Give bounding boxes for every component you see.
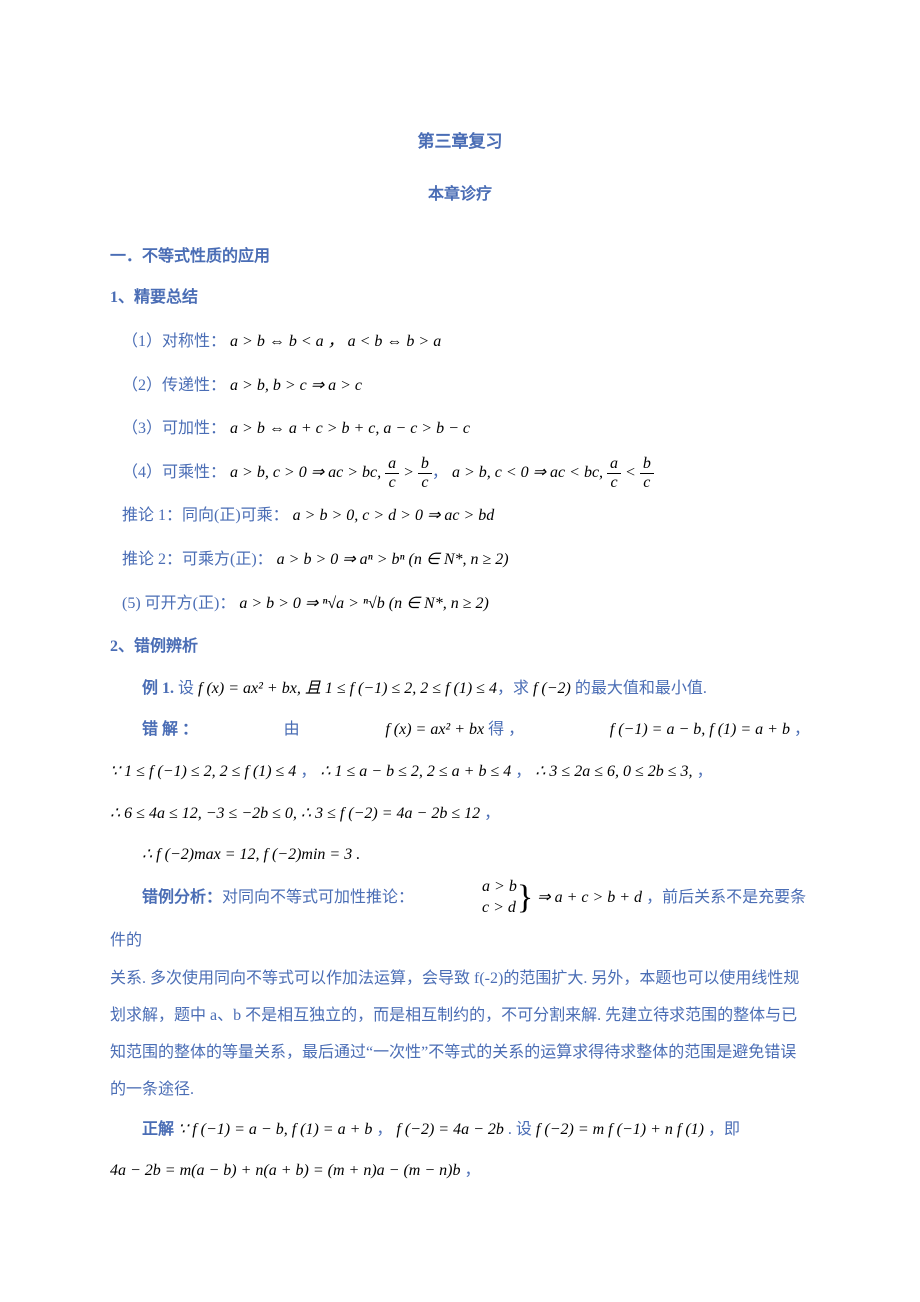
math: ∴ f (−2)max = 12, f (−2)min = 3 . (142, 846, 360, 863)
label: 推论 1：同向(正)可乘： (122, 507, 289, 524)
math: f (−1) = a − b, f (1) = a + b (192, 1121, 372, 1138)
brace-bot: c > d (450, 898, 517, 919)
correct-label: 正解 (142, 1121, 174, 1138)
text: ， (460, 1162, 480, 1179)
label: （2）传递性： (122, 377, 226, 394)
wrong-solution-line1: 错 解 ： 由 f (x) = ax² + bx 得 ， f (−1) = a … (110, 709, 810, 751)
text: 设 (178, 680, 198, 697)
page: 第三章复习 本章诊疗 一．不等式性质的应用 1、精要总结 （1）对称性： a >… (0, 0, 920, 1302)
label: （3）可加性： (122, 420, 226, 437)
label: （1）对称性： (122, 333, 226, 350)
subsection-1: 1、精要总结 (110, 277, 810, 319)
correct-line2: 4a − 2b = m(a − b) + n(a + b) = (m + n)a… (110, 1150, 810, 1192)
prop-additive: （3）可加性： a > b ⇔ a + c > b + c, a − c > b… (122, 408, 810, 450)
analysis-line1: 错例分析：对同向不等式可加性推论： a > b c > d } ⇒ a + c … (110, 876, 810, 962)
brace-top: a > b (450, 877, 517, 898)
text: ， (372, 1121, 396, 1138)
text: ， (693, 763, 713, 780)
text: 得 ， (488, 721, 524, 738)
wrong-solution-line2: ∵ 1 ≤ f (−1) ≤ 2, 2 ≤ f (1) ≤ 4 ， ∴ 1 ≤ … (110, 751, 810, 793)
fraction: bc (640, 455, 654, 491)
gt: > (399, 464, 418, 481)
text: ， (296, 763, 320, 780)
math: f (−1) = a − b, f (1) = a + b (610, 721, 790, 738)
math: a > b > 0 ⇒ ⁿ√a > ⁿ√b (n ∈ N*, n ≥ 2) (239, 595, 488, 612)
text: ， (511, 763, 535, 780)
fraction: ac (385, 455, 399, 491)
text: ∵ (174, 1121, 192, 1138)
math: ∴ 6 ≤ 4a ≤ 12, −3 ≤ −2b ≤ 0, ∴ 3 ≤ f (−2… (110, 805, 480, 822)
math: f (x) = ax² + bx (385, 721, 484, 738)
math: a > b ⇔ a + c > b + c, a − c > b − c (230, 420, 470, 437)
label: (5) 可开方(正)： (122, 595, 235, 612)
math: a > b, c > 0 ⇒ ac > bc, (230, 464, 385, 481)
chapter-title: 第三章复习 (110, 120, 810, 164)
example-label: 例 1. (142, 680, 178, 697)
math: ∴ 3 ≤ 2a ≤ 6, 0 ≤ 2b ≤ 3, (535, 763, 692, 780)
prop-symmetry: （1）对称性： a > b ⇔ b < a ， a < b ⇔ b > a (122, 321, 810, 363)
prop-transitive: （2）传递性： a > b, b > c ⇒ a > c (122, 365, 810, 407)
wrong-solution-line4: ∴ f (−2)max = 12, f (−2)min = 3 . (110, 834, 810, 876)
text: ， (790, 721, 810, 738)
sep: ， (432, 464, 452, 481)
example-1: 例 1. 设 f (x) = ax² + bx, 且 1 ≤ f (−1) ≤ … (110, 668, 810, 710)
chapter-subtitle: 本章诊疗 (110, 174, 810, 216)
lt: < (621, 464, 640, 481)
text: 的最大值和最小值. (571, 680, 707, 697)
math: a > b > 0 ⇒ aⁿ > bⁿ (n ∈ N*, n ≥ 2) (277, 551, 509, 568)
correct-line1: 正解 ∵ f (−1) = a − b, f (1) = a + b ， f (… (110, 1109, 810, 1151)
math: a > b ⇔ b < a ， a < b ⇔ b > a (230, 333, 441, 350)
prop-root: (5) 可开方(正)： a > b > 0 ⇒ ⁿ√a > ⁿ√b (n ∈ N… (122, 583, 810, 625)
math: ⇒ a + c > b + d (533, 888, 642, 905)
math: 4a − 2b = m(a − b) + n(a + b) = (m + n)a… (110, 1162, 460, 1179)
math: ∵ 1 ≤ f (−1) ≤ 2, 2 ≤ f (1) ≤ 4 (110, 763, 296, 780)
analysis-para: 关系. 多次使用同向不等式可以作加法运算，会导致 f(-2)的范围扩大. 另外，… (110, 961, 810, 1108)
math: f (x) = ax² + bx, 且 1 ≤ f (−1) ≤ 2, 2 ≤ … (198, 680, 497, 697)
label: （4）可乘性： (122, 464, 226, 481)
text: ， (480, 805, 500, 822)
right-brace-icon: } (517, 879, 533, 916)
section-heading: 一．不等式性质的应用 (110, 236, 810, 278)
fraction: ac (607, 455, 621, 491)
text: . 设 (504, 1121, 536, 1138)
text: 对同向不等式可加性推论： (222, 888, 414, 905)
math: a > b > 0, c > d > 0 ⇒ ac > bd (293, 507, 495, 524)
corollary-2: 推论 2：可乘方(正)： a > b > 0 ⇒ aⁿ > bⁿ (n ∈ N*… (122, 539, 810, 581)
math: a > b, c < 0 ⇒ ac < bc, (452, 464, 607, 481)
math: f (−2) = 4a − 2b (396, 1121, 504, 1138)
wrong-label: 错 解 ： (142, 721, 198, 738)
math: f (−2) (533, 680, 571, 697)
brace-block: a > b c > d } (418, 876, 533, 920)
math: ∴ 1 ≤ a − b ≤ 2, 2 ≤ a + b ≤ 4 (320, 763, 511, 780)
wrong-solution-line3: ∴ 6 ≤ 4a ≤ 12, −3 ≤ −2b ≤ 0, ∴ 3 ≤ f (−2… (110, 793, 810, 835)
fraction: bc (418, 455, 432, 491)
label: 推论 2：可乘方(正)： (122, 551, 273, 568)
prop-multiplicative: （4）可乘性： a > b, c > 0 ⇒ ac > bc, ac > bc，… (122, 452, 810, 494)
text: 由 (284, 709, 300, 751)
text: ，求 (497, 680, 533, 697)
math: a > b, b > c ⇒ a > c (230, 377, 362, 394)
math: f (−2) = m f (−1) + n f (1) (536, 1121, 704, 1138)
corollary-1: 推论 1：同向(正)可乘： a > b > 0, c > d > 0 ⇒ ac … (122, 495, 810, 537)
analysis-label: 错例分析： (142, 888, 222, 905)
subsection-2: 2、错例辨析 (110, 626, 810, 668)
text: ，即 (704, 1121, 740, 1138)
